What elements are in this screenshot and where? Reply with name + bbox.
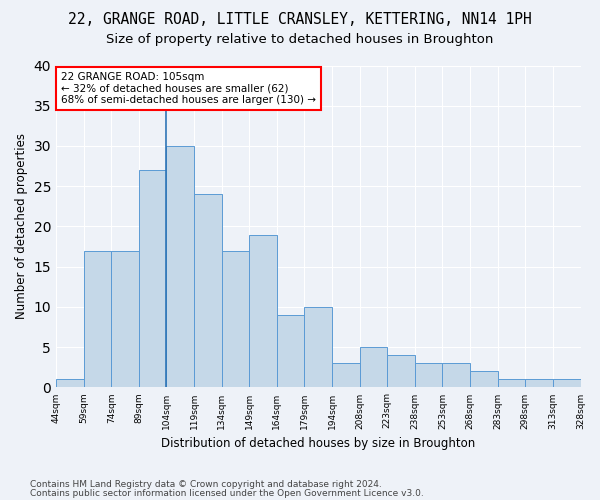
Bar bbox=[553, 380, 581, 388]
Bar bbox=[56, 380, 83, 388]
Text: 22, GRANGE ROAD, LITTLE CRANSLEY, KETTERING, NN14 1PH: 22, GRANGE ROAD, LITTLE CRANSLEY, KETTER… bbox=[68, 12, 532, 28]
Text: Contains HM Land Registry data © Crown copyright and database right 2024.: Contains HM Land Registry data © Crown c… bbox=[30, 480, 382, 489]
Bar bbox=[415, 364, 442, 388]
Bar bbox=[442, 364, 470, 388]
Bar bbox=[249, 234, 277, 388]
Bar bbox=[166, 146, 194, 388]
Text: Contains public sector information licensed under the Open Government Licence v3: Contains public sector information licen… bbox=[30, 488, 424, 498]
Text: 22 GRANGE ROAD: 105sqm
← 32% of detached houses are smaller (62)
68% of semi-det: 22 GRANGE ROAD: 105sqm ← 32% of detached… bbox=[61, 72, 316, 105]
Bar bbox=[277, 315, 304, 388]
Text: Size of property relative to detached houses in Broughton: Size of property relative to detached ho… bbox=[106, 32, 494, 46]
Bar bbox=[497, 380, 525, 388]
Y-axis label: Number of detached properties: Number of detached properties bbox=[15, 134, 28, 320]
Bar bbox=[221, 250, 249, 388]
Bar bbox=[470, 372, 497, 388]
X-axis label: Distribution of detached houses by size in Broughton: Distribution of detached houses by size … bbox=[161, 437, 475, 450]
Bar bbox=[525, 380, 553, 388]
Bar bbox=[304, 307, 332, 388]
Bar bbox=[194, 194, 221, 388]
Bar bbox=[111, 250, 139, 388]
Bar bbox=[359, 347, 387, 388]
Bar bbox=[332, 364, 359, 388]
Bar bbox=[83, 250, 111, 388]
Bar bbox=[387, 355, 415, 388]
Bar bbox=[139, 170, 166, 388]
